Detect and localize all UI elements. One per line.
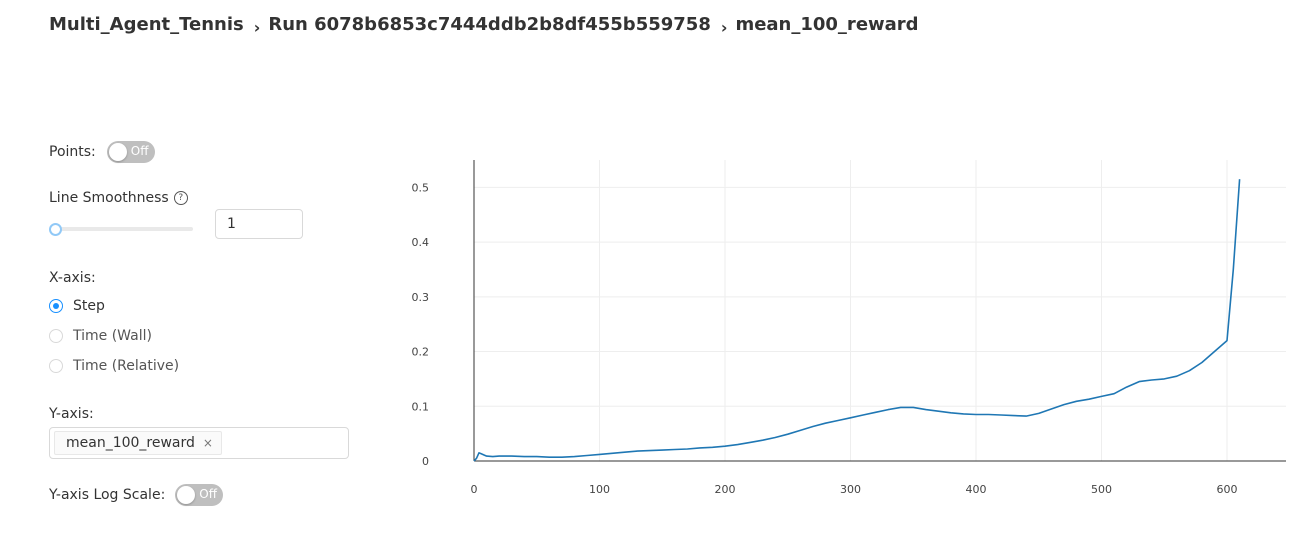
y-tick-label: 0.1 bbox=[412, 400, 430, 413]
breadcrumb-project[interactable]: Multi_Agent_Tennis bbox=[49, 13, 244, 35]
xaxis-option-time-relative[interactable]: Time (Relative) bbox=[49, 355, 179, 377]
question-circle-icon[interactable]: ? bbox=[173, 191, 188, 205]
points-toggle-text: Off bbox=[130, 144, 149, 158]
radio-label: Time (Wall) bbox=[73, 328, 152, 344]
ylog-toggle-text: Off bbox=[199, 487, 217, 501]
radio-label: Time (Relative) bbox=[73, 358, 180, 374]
yaxis-label: Y-axis: bbox=[49, 406, 94, 422]
x-tick-label: 0 bbox=[471, 483, 478, 496]
y-tick-label: 0.2 bbox=[412, 346, 430, 359]
radio-label: Step bbox=[73, 298, 105, 314]
series-line bbox=[473, 179, 1241, 462]
y-tick-label: 0.4 bbox=[412, 236, 430, 249]
toggle-knob bbox=[177, 486, 196, 504]
x-tick-label: 400 bbox=[966, 483, 987, 496]
x-tick-label: 200 bbox=[715, 483, 736, 496]
x-tick-label: 300 bbox=[840, 483, 861, 496]
toggle-knob bbox=[108, 143, 127, 161]
x-tick-label: 600 bbox=[1217, 483, 1238, 496]
smoothness-row: Line Smoothness ? bbox=[49, 187, 188, 209]
xaxis-option-time-wall[interactable]: Time (Wall) bbox=[49, 325, 152, 347]
smoothness-label: Line Smoothness bbox=[49, 190, 169, 206]
yaxis-tag: mean_100_reward × bbox=[54, 431, 222, 455]
close-icon[interactable]: × bbox=[202, 436, 213, 450]
points-toggle[interactable]: Off bbox=[106, 141, 155, 163]
x-tick-label: 100 bbox=[589, 483, 610, 496]
y-tick-label: 0.5 bbox=[412, 181, 430, 194]
radio-time-wall[interactable] bbox=[49, 329, 63, 343]
chart: 0 100 200 300 400 500 600 0 0.1 0.2 0.3 0.4 0.5 bbox=[412, 160, 1286, 496]
xaxis-label: X-axis: bbox=[49, 270, 96, 286]
slider-rail bbox=[55, 227, 193, 231]
chevron-right-icon: › bbox=[253, 17, 261, 37]
y-tick-label: 0.3 bbox=[412, 291, 430, 304]
ylog-toggle[interactable]: Off bbox=[175, 484, 224, 506]
yaxis-tag-label: mean_100_reward bbox=[66, 435, 195, 451]
breadcrumb: Multi_Agent_Tennis › Run 6078b6853c7444d… bbox=[49, 11, 919, 37]
smoothness-input[interactable]: 1 bbox=[215, 209, 303, 239]
breadcrumb-metric: mean_100_reward bbox=[735, 13, 919, 35]
points-label: Points: bbox=[49, 144, 96, 160]
points-row: Points: Off bbox=[49, 141, 155, 163]
chevron-right-icon: › bbox=[720, 17, 728, 37]
xaxis-option-step[interactable]: Step bbox=[49, 295, 105, 317]
smoothness-slider[interactable] bbox=[49, 222, 193, 236]
x-tick-label: 500 bbox=[1091, 483, 1112, 496]
ylog-label: Y-axis Log Scale: bbox=[49, 487, 166, 503]
radio-step[interactable] bbox=[49, 299, 63, 313]
radio-time-relative[interactable] bbox=[49, 359, 63, 373]
ylog-row: Y-axis Log Scale: Off bbox=[49, 484, 224, 506]
slider-handle[interactable] bbox=[49, 223, 62, 236]
yaxis-select[interactable]: mean_100_reward × bbox=[49, 427, 349, 459]
y-tick-label: 0 bbox=[422, 455, 429, 468]
breadcrumb-run[interactable]: Run 6078b6853c7444ddb2b8df455b559758 bbox=[268, 13, 711, 35]
